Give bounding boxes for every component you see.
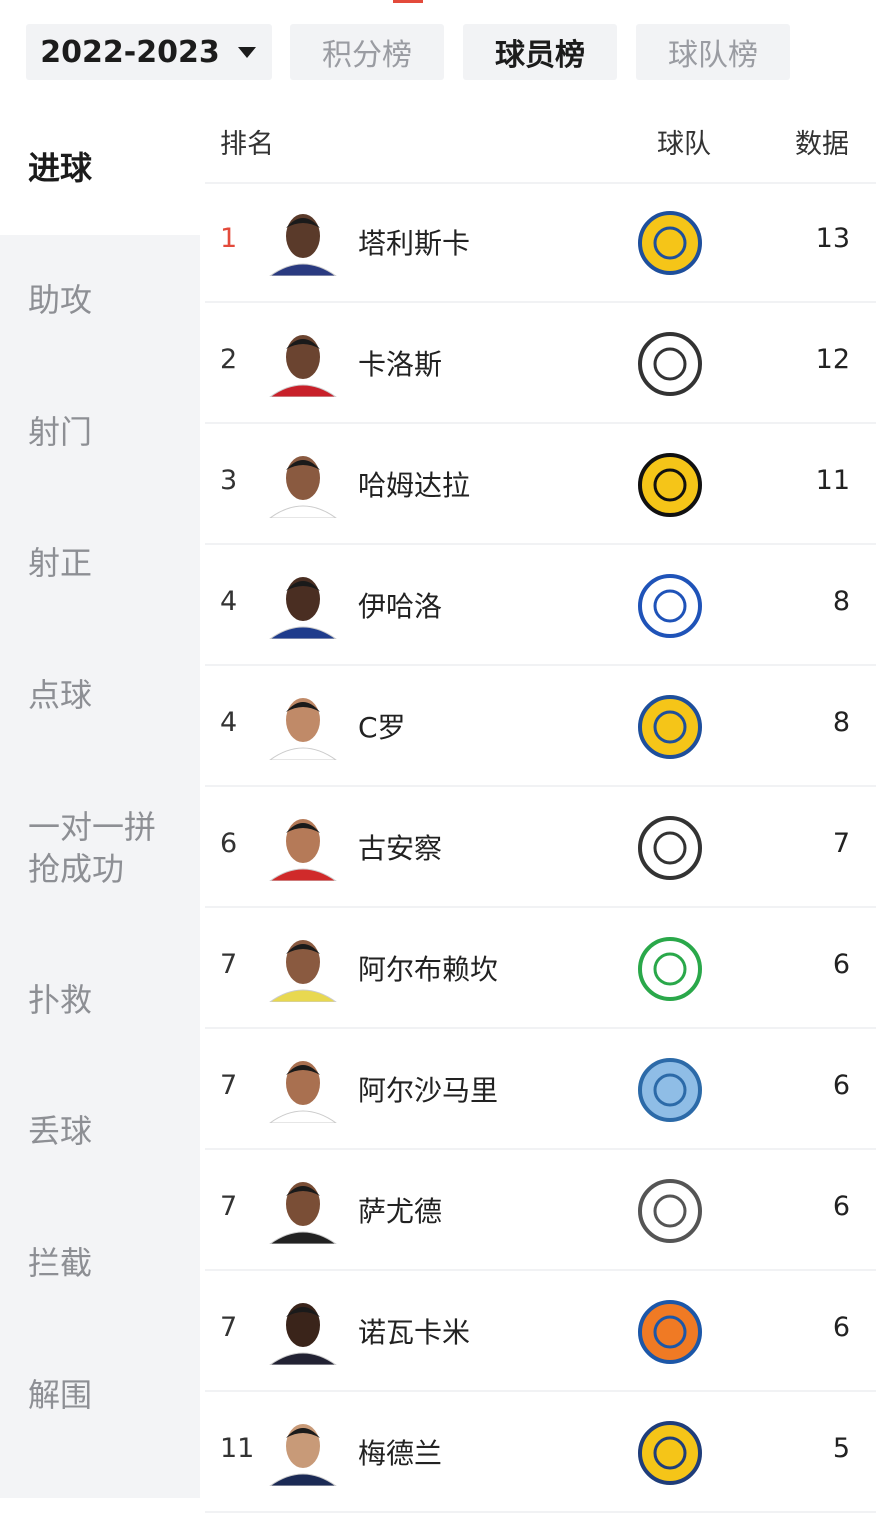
rank: 2	[220, 344, 238, 375]
stat-value: 6	[832, 949, 850, 980]
team-logo	[638, 816, 702, 880]
stat-value: 7	[832, 828, 850, 859]
rank: 1	[220, 223, 238, 254]
table-row[interactable]: 11 梅德兰 5	[205, 1390, 876, 1513]
column-header: 数据	[795, 129, 849, 160]
table-row[interactable]: 6 古安察 7	[205, 785, 876, 908]
sidebar-item[interactable]: 助攻	[28, 281, 93, 319]
player-avatar	[269, 698, 337, 760]
rank: 7	[220, 949, 238, 980]
team-logo	[638, 211, 702, 275]
column-header: 排名	[220, 129, 274, 160]
team-logo	[638, 695, 702, 759]
player-avatar	[269, 456, 337, 518]
rank: 7	[220, 1312, 238, 1343]
player-avatar	[269, 1061, 337, 1123]
stat-value: 6	[832, 1312, 850, 1343]
player-name: 梅德兰	[358, 1437, 443, 1470]
player-avatar	[269, 577, 337, 639]
sidebar-item[interactable]: 解围	[28, 1376, 93, 1414]
dropdown-arrow	[237, 47, 256, 58]
sidebar-item[interactable]: 射正	[28, 544, 93, 582]
sidebar-item[interactable]: 拦截	[28, 1244, 93, 1282]
team-logo	[638, 1300, 702, 1364]
player-avatar	[269, 214, 337, 276]
team-logo	[638, 332, 702, 396]
player-name: 阿尔沙马里	[358, 1074, 499, 1107]
stat-value: 6	[832, 1070, 850, 1101]
stat-value: 5	[832, 1433, 850, 1464]
team-logo	[638, 1179, 702, 1243]
top-indicator	[393, 0, 423, 3]
table-row[interactable]: 7 诺瓦卡米 6	[205, 1269, 876, 1392]
column-header: 球队	[657, 129, 711, 160]
stat-value: 12	[815, 344, 850, 375]
rank: 4	[220, 707, 238, 738]
table-row[interactable]: 3 哈姆达拉 11	[205, 422, 876, 545]
stat-value: 8	[832, 707, 850, 738]
table-row[interactable]: 7 萨尤德 6	[205, 1148, 876, 1271]
stat-value: 13	[815, 223, 850, 254]
player-avatar	[269, 940, 337, 1002]
team-logo	[638, 1421, 702, 1485]
sidebar	[0, 100, 200, 1498]
player-name: 古安察	[358, 832, 443, 865]
header-divider	[205, 182, 876, 184]
player-avatar	[269, 1182, 337, 1244]
sidebar-item[interactable]: 丢球	[28, 1112, 93, 1150]
rank: 6	[220, 828, 238, 859]
player-name: 塔利斯卡	[358, 227, 471, 260]
team-logo	[638, 453, 702, 517]
team-logo	[638, 937, 702, 1001]
player-avatar	[269, 1303, 337, 1365]
sidebar-item[interactable]: 进球	[28, 149, 93, 187]
stat-value: 11	[815, 465, 850, 496]
season-label: 2022-2023	[40, 34, 220, 70]
player-avatar	[269, 1424, 337, 1486]
sidebar-item[interactable]: 点球	[28, 676, 93, 714]
player-name: C罗	[358, 711, 406, 744]
player-name: 诺瓦卡米	[358, 1316, 471, 1349]
player-avatar	[269, 335, 337, 397]
player-name: 阿尔布赖坎	[358, 953, 499, 986]
table-row[interactable]: 4 伊哈洛 8	[205, 543, 876, 666]
table-row[interactable]: 7 阿尔布赖坎 6	[205, 906, 876, 1029]
player-name: 哈姆达拉	[358, 469, 471, 502]
rank: 7	[220, 1191, 238, 1222]
stat-value: 6	[832, 1191, 850, 1222]
player-name: 卡洛斯	[358, 348, 443, 381]
table-row[interactable]: 4 C罗 8	[205, 664, 876, 787]
player-avatar	[269, 819, 337, 881]
table-row[interactable]: 7 阿尔沙马里 6	[205, 1027, 876, 1150]
rank: 11	[220, 1433, 255, 1464]
stat-value: 8	[832, 586, 850, 617]
tab[interactable]: 积分榜	[290, 24, 444, 80]
table-row[interactable]: 2 卡洛斯 12	[205, 301, 876, 424]
sidebar-item[interactable]: 扑救	[28, 981, 93, 1019]
rank: 7	[220, 1070, 238, 1101]
rank: 4	[220, 586, 238, 617]
season-select[interactable]: 2022-2023	[26, 24, 272, 80]
player-name: 萨尤德	[358, 1195, 443, 1228]
sidebar-active-bg	[0, 100, 200, 235]
sidebar-item[interactable]: 一对一拼抢成功	[28, 808, 157, 888]
tab[interactable]: 球队榜	[636, 24, 790, 80]
team-logo	[638, 574, 702, 638]
player-name: 伊哈洛	[358, 590, 443, 623]
tab[interactable]: 球员榜	[463, 24, 617, 80]
table-row[interactable]: 1 塔利斯卡 13	[205, 180, 876, 303]
rank: 3	[220, 465, 238, 496]
team-logo	[638, 1058, 702, 1122]
sidebar-item[interactable]: 射门	[28, 413, 93, 451]
